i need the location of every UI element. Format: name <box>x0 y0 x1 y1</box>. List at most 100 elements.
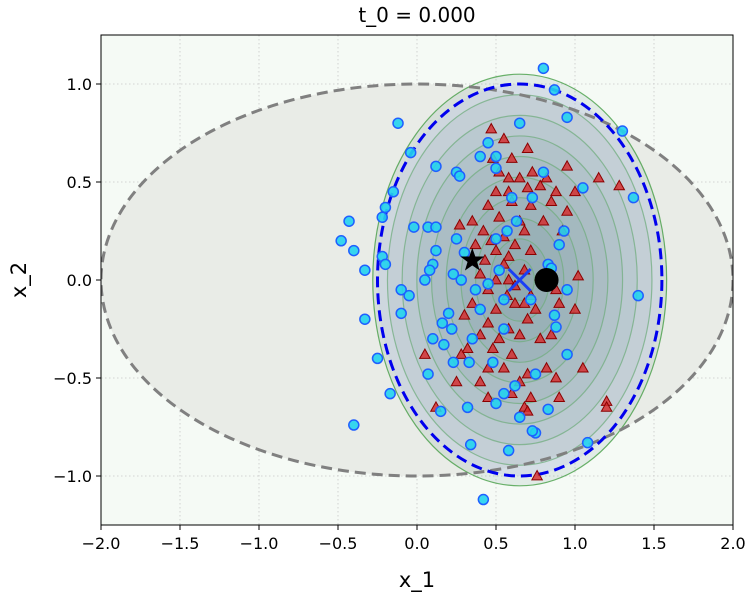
circle-point <box>419 274 431 286</box>
triangle-point <box>482 198 495 210</box>
circle-point <box>632 289 644 302</box>
circle-point <box>403 289 415 302</box>
triangle-point <box>505 151 518 163</box>
circle-point <box>482 278 494 290</box>
circle-point <box>482 137 494 149</box>
triangle-point <box>521 312 534 324</box>
circle-point <box>498 293 510 306</box>
circle-point <box>379 258 392 271</box>
circle-point <box>561 284 573 296</box>
cross-marker-line <box>507 267 532 293</box>
triangle-point <box>489 185 503 197</box>
triangle-point <box>513 171 526 183</box>
triangle-point <box>561 204 574 216</box>
triangle-point <box>568 185 582 197</box>
triangle-point <box>568 302 582 314</box>
x-tick-label: 1.0 <box>562 534 587 553</box>
circle-point <box>404 146 417 159</box>
x-tick-label: 0.5 <box>483 534 508 553</box>
triangle-point <box>572 269 585 281</box>
triangle-point <box>453 218 466 230</box>
triangle-point <box>524 198 537 210</box>
triangle-point <box>474 328 487 340</box>
triangle-point <box>502 249 515 261</box>
y-tick-label: −1.0 <box>53 467 92 486</box>
circle-point <box>434 405 447 418</box>
circle-point <box>561 111 573 124</box>
circle-point <box>577 182 589 194</box>
circle-point <box>616 125 629 137</box>
circle-point <box>529 368 542 380</box>
triangle-point <box>534 332 547 344</box>
circle-point <box>461 401 474 414</box>
x-tick-label: −1.0 <box>240 534 279 553</box>
circle-point <box>447 356 460 369</box>
triangle-point <box>592 171 605 183</box>
triangle-point <box>561 159 574 171</box>
circle-point <box>558 225 570 237</box>
circle-point <box>548 84 561 96</box>
circle-point <box>553 238 565 251</box>
triangle-point <box>545 328 558 340</box>
circle-point <box>498 323 510 335</box>
triangle-point <box>537 214 550 226</box>
circle-point <box>423 264 436 276</box>
triangle-point <box>529 302 542 314</box>
triangle-point <box>553 391 566 402</box>
triangle-point <box>600 400 613 412</box>
circle-point <box>581 436 594 449</box>
circle-point <box>466 333 479 345</box>
circle-point <box>498 387 510 400</box>
circle-point <box>436 317 449 329</box>
circle-point <box>501 225 513 237</box>
scatter-points <box>335 62 644 506</box>
circle-point <box>513 117 526 129</box>
circle-point <box>450 233 463 245</box>
special-markers <box>460 247 559 293</box>
y-tick-label: 0.5 <box>67 173 92 192</box>
triangle-point <box>549 371 563 383</box>
circle-point <box>376 211 388 224</box>
x-tick-label: 0.0 <box>404 534 429 553</box>
triangle-point <box>489 273 503 285</box>
circle-point <box>455 274 467 286</box>
circle-point <box>343 215 355 227</box>
blue-region-boundary <box>376 82 664 478</box>
triangle-point <box>474 375 487 387</box>
y-axis-ticks: −1.0 −0.5 0.0 0.5 1.0 <box>53 75 101 486</box>
x-tick-label: −1.5 <box>161 534 200 553</box>
circle-point <box>477 493 490 506</box>
triangle-point <box>486 342 499 353</box>
circle-point <box>427 333 439 345</box>
triangle-point <box>477 224 490 236</box>
circle-point <box>430 244 442 257</box>
circle-point <box>550 321 562 333</box>
x-tick-label: 2.0 <box>720 534 745 553</box>
circle-point <box>463 356 475 369</box>
circle-point <box>453 170 466 182</box>
triangle-point <box>553 296 566 308</box>
triangle-point <box>469 238 482 250</box>
circle-point <box>548 309 561 322</box>
circle-point <box>359 313 371 325</box>
triangle-point <box>576 361 589 373</box>
triangle-point <box>540 361 553 373</box>
circle-point <box>490 150 502 163</box>
circle-point <box>510 215 523 227</box>
circle-point <box>526 191 539 204</box>
triangle-point <box>493 210 506 222</box>
circle-point <box>395 307 407 320</box>
triangle-point <box>513 328 526 340</box>
y-tick-label: 0.0 <box>67 271 92 290</box>
triangle-point <box>524 391 537 402</box>
triangle-point <box>534 179 547 191</box>
circle-point <box>430 160 442 173</box>
triangle-point <box>518 224 531 236</box>
triangle-point <box>474 267 487 279</box>
circle-point <box>379 201 392 214</box>
triangle-point <box>521 181 534 193</box>
circle-point <box>506 191 518 204</box>
circle-point <box>474 150 486 163</box>
circle-point <box>502 444 515 457</box>
